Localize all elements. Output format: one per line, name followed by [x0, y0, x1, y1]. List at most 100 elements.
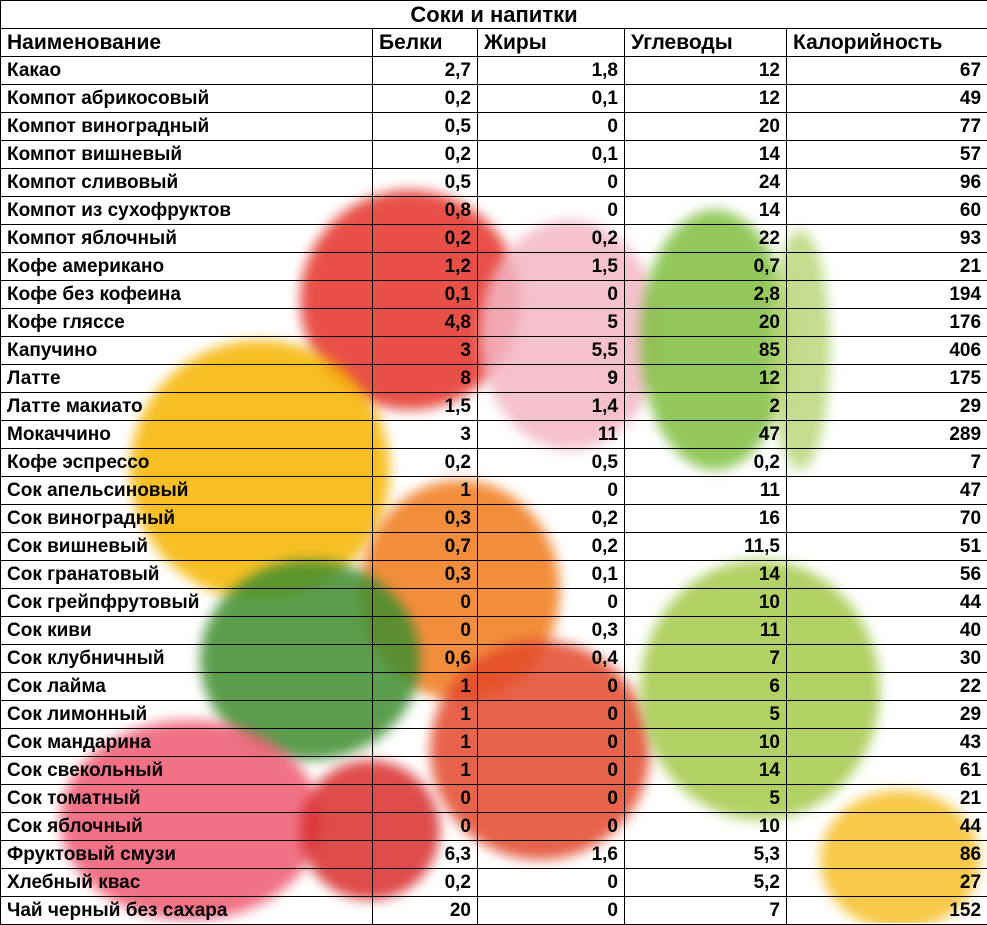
- value-cell: 0,8: [373, 197, 478, 225]
- name-cell: Компот вишневый: [1, 141, 373, 169]
- table-row: Латте макиато1,51,4229: [1, 393, 987, 421]
- value-cell: 0,1: [373, 281, 478, 309]
- name-cell: Кофе эспрессо: [1, 449, 373, 477]
- name-cell: Кофе гляссе: [1, 309, 373, 337]
- value-cell: 7: [625, 897, 787, 925]
- table-row: Компот виноградный0,502077: [1, 113, 987, 141]
- table-row: Кофе гляссе4,8520176: [1, 309, 987, 337]
- name-cell: Какао: [1, 57, 373, 85]
- value-cell: 47: [787, 477, 987, 505]
- table-row: Компот вишневый0,20,11457: [1, 141, 987, 169]
- value-cell: 77: [787, 113, 987, 141]
- table-row: Чай черный без сахара2007152: [1, 897, 987, 925]
- table-row: Сок грейпфрутовый001044: [1, 589, 987, 617]
- value-cell: 0: [478, 729, 625, 757]
- value-cell: 0: [478, 757, 625, 785]
- value-cell: 57: [787, 141, 987, 169]
- value-cell: 14: [625, 197, 787, 225]
- table-row: Кофе эспрессо0,20,50,27: [1, 449, 987, 477]
- value-cell: 0: [478, 113, 625, 141]
- value-cell: 0: [478, 897, 625, 925]
- value-cell: 0,2: [373, 225, 478, 253]
- value-cell: 14: [625, 141, 787, 169]
- value-cell: 7: [787, 449, 987, 477]
- value-cell: 0,2: [478, 505, 625, 533]
- value-cell: 44: [787, 589, 987, 617]
- table-row: Сок гранатовый0,30,11456: [1, 561, 987, 589]
- value-cell: 29: [787, 701, 987, 729]
- col-header-fat: Жиры: [478, 29, 625, 57]
- table-row: Фруктовый смузи6,31,65,386: [1, 841, 987, 869]
- value-cell: 0,3: [373, 561, 478, 589]
- value-cell: 1,2: [373, 253, 478, 281]
- value-cell: 5,2: [625, 869, 787, 897]
- value-cell: 16: [625, 505, 787, 533]
- value-cell: 1,4: [478, 393, 625, 421]
- value-cell: 56: [787, 561, 987, 589]
- value-cell: 40: [787, 617, 987, 645]
- value-cell: 1: [373, 477, 478, 505]
- value-cell: 5,3: [625, 841, 787, 869]
- value-cell: 0: [373, 813, 478, 841]
- value-cell: 0,6: [373, 645, 478, 673]
- value-cell: 30: [787, 645, 987, 673]
- value-cell: 0: [478, 197, 625, 225]
- value-cell: 21: [787, 253, 987, 281]
- value-cell: 0,2: [373, 449, 478, 477]
- value-cell: 14: [625, 757, 787, 785]
- table-row: Сок киви00,31140: [1, 617, 987, 645]
- name-cell: Сок свекольный: [1, 757, 373, 785]
- value-cell: 12: [625, 365, 787, 393]
- value-cell: 0: [478, 477, 625, 505]
- value-cell: 10: [625, 589, 787, 617]
- value-cell: 20: [373, 897, 478, 925]
- value-cell: 12: [625, 57, 787, 85]
- value-cell: 4,8: [373, 309, 478, 337]
- name-cell: Хлебный квас: [1, 869, 373, 897]
- value-cell: 3: [373, 421, 478, 449]
- name-cell: Сок клубничный: [1, 645, 373, 673]
- value-cell: 1,5: [478, 253, 625, 281]
- value-cell: 0: [478, 813, 625, 841]
- value-cell: 0,2: [373, 141, 478, 169]
- value-cell: 20: [625, 309, 787, 337]
- value-cell: 5: [478, 309, 625, 337]
- value-cell: 194: [787, 281, 987, 309]
- value-cell: 175: [787, 365, 987, 393]
- value-cell: 9: [478, 365, 625, 393]
- value-cell: 96: [787, 169, 987, 197]
- name-cell: Сок вишневый: [1, 533, 373, 561]
- value-cell: 51: [787, 533, 987, 561]
- value-cell: 61: [787, 757, 987, 785]
- col-header-protein: Белки: [373, 29, 478, 57]
- name-cell: Компот абрикосовый: [1, 85, 373, 113]
- value-cell: 0: [373, 785, 478, 813]
- header-row: Наименование Белки Жиры Углеводы Калорий…: [1, 29, 987, 57]
- value-cell: 406: [787, 337, 987, 365]
- name-cell: Сок лимонный: [1, 701, 373, 729]
- value-cell: 44: [787, 813, 987, 841]
- value-cell: 0,3: [373, 505, 478, 533]
- value-cell: 21: [787, 785, 987, 813]
- value-cell: 0,2: [478, 225, 625, 253]
- value-cell: 29: [787, 393, 987, 421]
- value-cell: 11: [478, 421, 625, 449]
- table-row: Компот из сухофруктов0,801460: [1, 197, 987, 225]
- value-cell: 0: [373, 617, 478, 645]
- table-row: Кофе американо1,21,50,721: [1, 253, 987, 281]
- value-cell: 2,8: [625, 281, 787, 309]
- value-cell: 0,5: [478, 449, 625, 477]
- table-body: Какао2,71,81267Компот абрикосовый0,20,11…: [1, 57, 987, 925]
- value-cell: 27: [787, 869, 987, 897]
- value-cell: 176: [787, 309, 987, 337]
- value-cell: 7: [625, 645, 787, 673]
- value-cell: 0,2: [625, 449, 787, 477]
- value-cell: 0,5: [373, 113, 478, 141]
- name-cell: Мокаччино: [1, 421, 373, 449]
- table-row: Компот абрикосовый0,20,11249: [1, 85, 987, 113]
- value-cell: 11: [625, 477, 787, 505]
- table-row: Латте8912175: [1, 365, 987, 393]
- value-cell: 60: [787, 197, 987, 225]
- value-cell: 0: [478, 169, 625, 197]
- table-row: Хлебный квас0,205,227: [1, 869, 987, 897]
